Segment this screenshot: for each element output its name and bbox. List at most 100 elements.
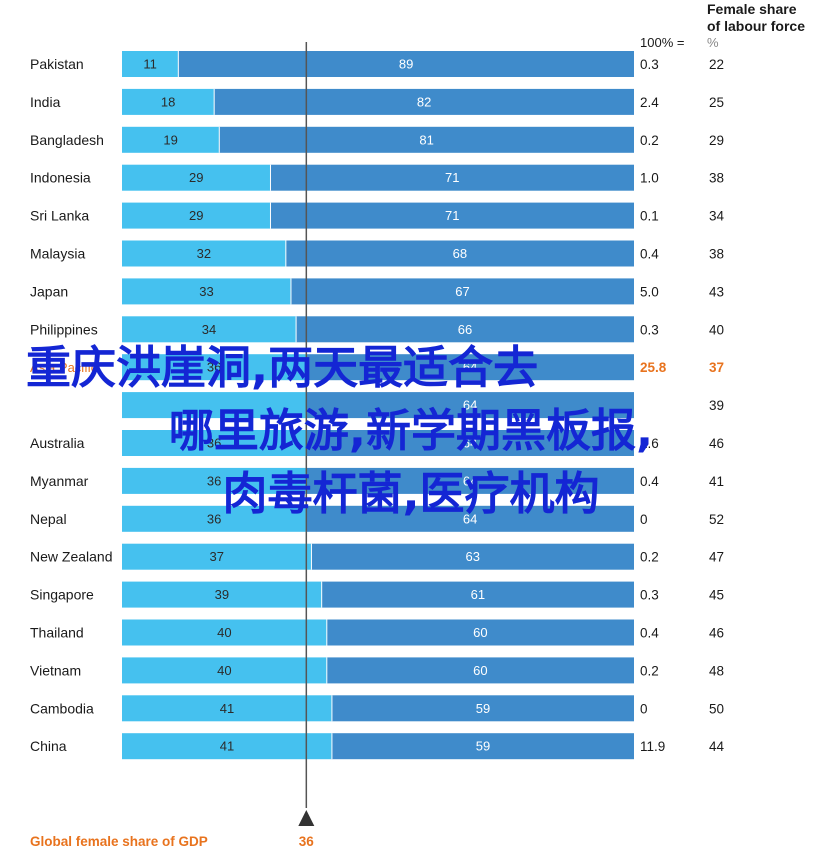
bar-label-light-4: 29 — [189, 208, 203, 223]
bar-label-light-16: 40 — [217, 663, 231, 678]
female-share-5: 38 — [709, 247, 724, 262]
gdp-total-13: 0.2 — [640, 550, 659, 565]
bar-label-dark-16: 60 — [473, 663, 487, 678]
bar-light-4 — [122, 202, 271, 229]
bar-label-light-10: 36 — [207, 436, 221, 451]
chart-rows: 11 89 Pakistan 0.3 22 18 82 India 2.4 25 19 81 Bangl… — [30, 51, 725, 760]
bar-light-10 — [122, 430, 307, 456]
bar-label-light-7: 34 — [202, 322, 216, 337]
bar-label-dark-2: 81 — [419, 132, 433, 147]
category-label-17: Cambodia — [30, 700, 94, 716]
bar-dark-12 — [306, 505, 634, 532]
category-label-10: Australia — [30, 435, 85, 451]
bar-label-light-1: 18 — [161, 94, 175, 109]
category-label-4: Sri Lanka — [30, 208, 89, 224]
bar-label-dark-6: 67 — [455, 284, 469, 299]
header-percent-unit: % — [707, 35, 719, 50]
bar-light-17 — [122, 695, 332, 722]
bar-label-dark-9: 64 — [463, 398, 477, 413]
category-label-1: India — [30, 94, 61, 110]
category-label-16: Vietnam — [30, 662, 81, 678]
female-share-13: 47 — [709, 550, 724, 565]
gdp-total-12: 0 — [640, 512, 648, 527]
bar-light-1 — [122, 88, 215, 115]
female-share-0: 22 — [709, 57, 724, 72]
footer-label: Global female share of GDP — [30, 834, 208, 849]
bar-dark-0 — [178, 51, 634, 77]
bar-label-dark-3: 71 — [445, 170, 459, 185]
bar-label-dark-11: 64 — [463, 473, 477, 488]
bar-light-2 — [122, 126, 220, 153]
header-100-percent: 100% = — [640, 35, 684, 50]
header-female-share: Female share — [707, 1, 797, 17]
bar-dark-14 — [321, 581, 634, 608]
bar-label-light-5: 32 — [197, 246, 211, 261]
category-label-13: New Zealand — [30, 549, 113, 565]
bar-dark-15 — [326, 619, 634, 646]
bar-light-14 — [122, 581, 322, 608]
female-share-8: 37 — [709, 360, 724, 375]
bar-label-dark-1: 82 — [417, 94, 431, 109]
gdp-total-3: 1.0 — [640, 171, 659, 186]
category-label-8: Asia Pacific — [30, 360, 98, 375]
category-label-7: Philippines — [30, 321, 98, 337]
bar-light-8 — [122, 354, 307, 381]
bar-dark-2 — [219, 126, 634, 153]
bar-label-dark-7: 66 — [458, 322, 472, 337]
female-share-16: 48 — [709, 663, 724, 678]
female-share-17: 50 — [709, 701, 724, 716]
bar-light-16 — [122, 657, 327, 684]
bar-light-15 — [122, 619, 327, 646]
bar-label-dark-10: 64 — [463, 436, 477, 451]
bar-label-light-18: 41 — [220, 739, 234, 754]
female-share-2: 29 — [709, 133, 724, 148]
bar-dark-10 — [306, 430, 634, 456]
bar-dark-13 — [311, 543, 634, 570]
bar-label-dark-15: 60 — [473, 625, 487, 640]
female-share-4: 34 — [709, 209, 725, 224]
bar-dark-8 — [306, 354, 634, 381]
gdp-total-2: 0.2 — [640, 133, 659, 148]
bar-light-5 — [122, 240, 286, 267]
header-labour-force: of labour force — [707, 18, 805, 34]
bar-label-dark-0: 89 — [399, 57, 413, 72]
bar-dark-7 — [296, 316, 634, 343]
bar-label-light-8: 36 — [207, 360, 221, 375]
bar-dark-18 — [331, 733, 634, 760]
header: Female share of labour force 100% = % — [640, 1, 805, 50]
category-label-0: Pakistan — [30, 56, 84, 72]
bar-label-dark-12: 64 — [463, 511, 477, 526]
reference-triangle-icon — [298, 810, 315, 826]
bar-dark-11 — [306, 467, 634, 494]
gdp-total-1: 2.4 — [640, 95, 659, 110]
bar-label-dark-4: 71 — [445, 208, 459, 223]
gdp-total-16: 0.2 — [640, 663, 659, 678]
gdp-total-15: 0.4 — [640, 626, 659, 641]
bar-dark-16 — [326, 657, 634, 684]
bar-label-light-12: 36 — [207, 511, 221, 526]
category-label-12: Nepal — [30, 511, 67, 527]
category-label-18: China — [30, 738, 67, 754]
female-share-3: 38 — [709, 171, 724, 186]
bar-light-6 — [122, 278, 291, 305]
bar-label-light-2: 19 — [163, 132, 177, 147]
reference-marker: 36 — [298, 42, 315, 849]
category-label-5: Malaysia — [30, 246, 85, 262]
bar-dark-1 — [214, 88, 634, 115]
gdp-total-0: 0.3 — [640, 57, 659, 72]
female-share-18: 44 — [709, 739, 725, 754]
bar-dark-5 — [285, 240, 634, 267]
bar-light-7 — [122, 316, 297, 343]
bar-label-dark-5: 68 — [453, 246, 467, 261]
gdp-total-6: 5.0 — [640, 284, 659, 299]
bar-label-dark-14: 61 — [471, 587, 485, 602]
gdp-total-14: 0.3 — [640, 588, 659, 603]
category-label-11: Myanmar — [30, 473, 89, 489]
female-share-6: 43 — [709, 284, 724, 299]
female-share-1: 25 — [709, 95, 724, 110]
gdp-total-8: 25.8 — [640, 360, 667, 375]
category-label-14: Singapore — [30, 587, 94, 603]
category-label-2: Bangladesh — [30, 132, 104, 148]
bar-light-0 — [122, 51, 179, 77]
bar-label-dark-13: 63 — [465, 549, 479, 564]
